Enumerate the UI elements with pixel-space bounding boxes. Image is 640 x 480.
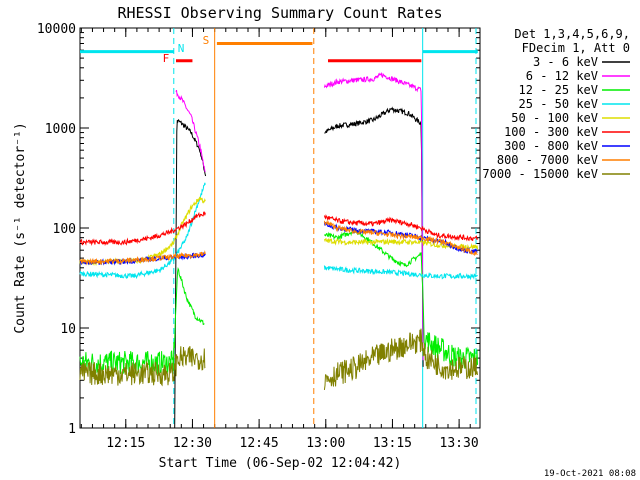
- data-series: [79, 71, 478, 429]
- y-tick-label: 10000: [37, 22, 76, 37]
- axis-ticks: [80, 27, 480, 429]
- legend-label: 7000 - 15000 keV: [482, 167, 598, 181]
- x-tick-label: 13:30: [440, 436, 479, 451]
- series-trace: [323, 219, 478, 257]
- legend: Det 1,3,4,5,6,9, FDecim 1, Att 0 3 - 6 k…: [482, 27, 630, 181]
- series-6-12keV: [175, 71, 424, 361]
- legend-label: 25 - 50 keV: [519, 97, 598, 111]
- y-tick-label: 1: [68, 422, 76, 437]
- x-axis-label: Start Time (06-Sep-02 12:04:42): [159, 456, 402, 471]
- annotation-label-f: F: [163, 52, 170, 65]
- series-trace: [79, 346, 206, 387]
- annotation-label-n: N: [178, 42, 185, 55]
- series-trace: [323, 71, 424, 361]
- series-trace: [323, 214, 478, 242]
- y-tick-label: 1000: [45, 122, 76, 137]
- series-trace: [79, 211, 206, 247]
- series-trace: [175, 89, 206, 173]
- x-tick-label: 12:15: [106, 436, 145, 451]
- series-3-6keV: [174, 106, 424, 429]
- series-trace: [323, 265, 478, 281]
- series-800-7000keV: [79, 219, 478, 266]
- legend-header-1: Det 1,3,4,5,6,9,: [514, 27, 630, 41]
- legend-label: 50 - 100 keV: [511, 111, 598, 125]
- y-tick-label: 100: [53, 222, 76, 237]
- x-tick-labels: 12:15 12:30 12:45 13:00 13:15 13:30: [106, 436, 478, 451]
- legend-header-2: FDecim 1, Att 0: [522, 41, 630, 55]
- legend-label: 3 - 6 keV: [533, 55, 598, 69]
- chart-title: RHESSI Observing Summary Count Rates: [117, 4, 442, 22]
- series-25-50keV: [79, 182, 478, 281]
- series-trace: [79, 182, 206, 280]
- series-12-25keV: [79, 228, 478, 375]
- x-tick-label: 13:00: [306, 436, 345, 451]
- series-50-100keV: [79, 196, 478, 267]
- y-tick-label: 10: [60, 322, 76, 337]
- legend-label: 300 - 800 keV: [504, 139, 598, 153]
- annotation-label-s: S: [203, 34, 210, 47]
- series-trace: [79, 250, 206, 266]
- status-bars: [80, 41, 478, 63]
- legend-label: 100 - 300 keV: [504, 125, 598, 139]
- legend-label: 800 - 7000 keV: [497, 153, 598, 167]
- y-axis-label: Count Rate (s⁻¹ detector⁻¹): [13, 122, 28, 333]
- x-tick-label: 12:45: [240, 436, 279, 451]
- legend-label: 6 - 12 keV: [526, 69, 598, 83]
- series-trace: [324, 106, 424, 367]
- y-tick-labels: 1 10 100 1000 10000: [37, 22, 76, 437]
- x-tick-label: 13:15: [373, 436, 412, 451]
- legend-label: 12 - 25 keV: [519, 83, 598, 97]
- x-tick-label: 12:30: [173, 436, 212, 451]
- series-trace: [323, 328, 478, 390]
- series-trace: [324, 228, 478, 370]
- footer-date: 19-Oct-2021 08:08: [544, 469, 636, 479]
- series-100-300keV: [79, 211, 478, 247]
- series-7000-15000keV: [79, 328, 478, 390]
